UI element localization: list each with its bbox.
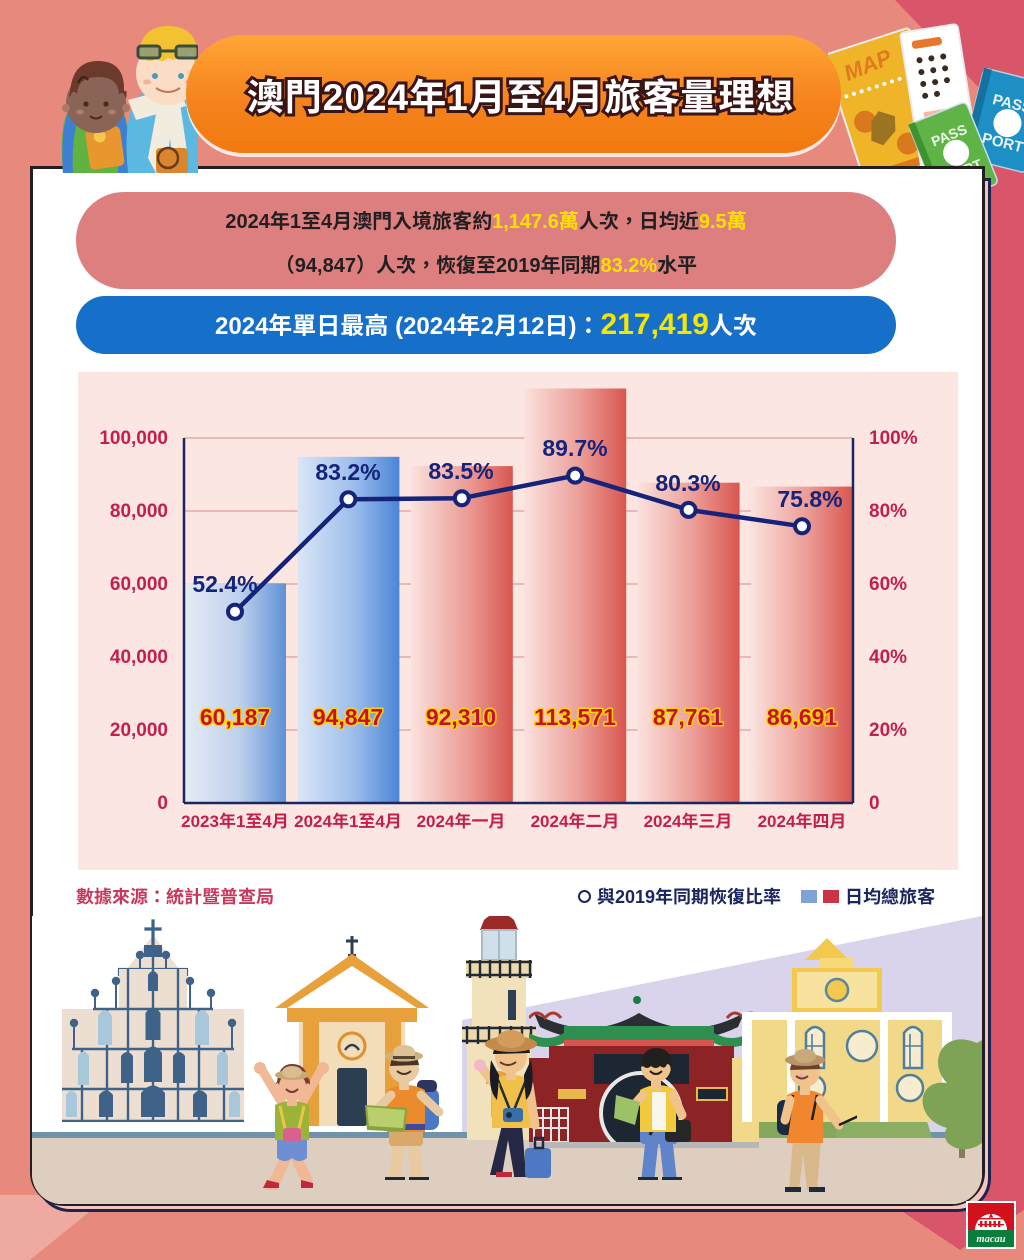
svg-text:0: 0 — [157, 793, 168, 814]
svg-text:60%: 60% — [869, 574, 907, 595]
svg-text:40%: 40% — [869, 647, 907, 668]
svg-text:80.3%: 80.3% — [655, 470, 720, 496]
svg-text:2024年四月: 2024年四月 — [758, 812, 847, 831]
svg-text:75.8%: 75.8% — [777, 486, 842, 512]
svg-text:20%: 20% — [869, 720, 907, 741]
svg-text:2024年二月: 2024年二月 — [531, 812, 620, 831]
svg-text:83.5%: 83.5% — [428, 458, 493, 484]
svg-text:80%: 80% — [869, 501, 907, 522]
svg-text:100%: 100% — [869, 428, 918, 449]
svg-text:60,000: 60,000 — [110, 574, 168, 595]
svg-text:2024年三月: 2024年三月 — [644, 812, 733, 831]
svg-text:20,000: 20,000 — [110, 720, 168, 741]
svg-text:0: 0 — [869, 793, 880, 814]
svg-text:89.7%: 89.7% — [542, 435, 607, 461]
svg-text:100,000: 100,000 — [99, 428, 168, 449]
svg-text:86,691: 86,691 — [767, 704, 838, 730]
svg-text:92,310: 92,310 — [426, 704, 496, 730]
svg-text:87,761: 87,761 — [653, 704, 724, 730]
svg-text:40,000: 40,000 — [110, 647, 168, 668]
svg-text:2024年1至4月: 2024年1至4月 — [294, 812, 402, 831]
svg-text:83.2%: 83.2% — [315, 459, 380, 485]
svg-text:94,847: 94,847 — [313, 704, 383, 730]
svg-text:113,571: 113,571 — [534, 704, 616, 730]
svg-text:60,187: 60,187 — [200, 704, 270, 730]
svg-text:80,000: 80,000 — [110, 501, 168, 522]
svg-text:2024年一月: 2024年一月 — [417, 812, 506, 831]
svg-text:2023年1至4月: 2023年1至4月 — [181, 812, 289, 831]
svg-text:52.4%: 52.4% — [192, 571, 257, 597]
svg-text:macau: macau — [976, 1234, 1005, 1245]
